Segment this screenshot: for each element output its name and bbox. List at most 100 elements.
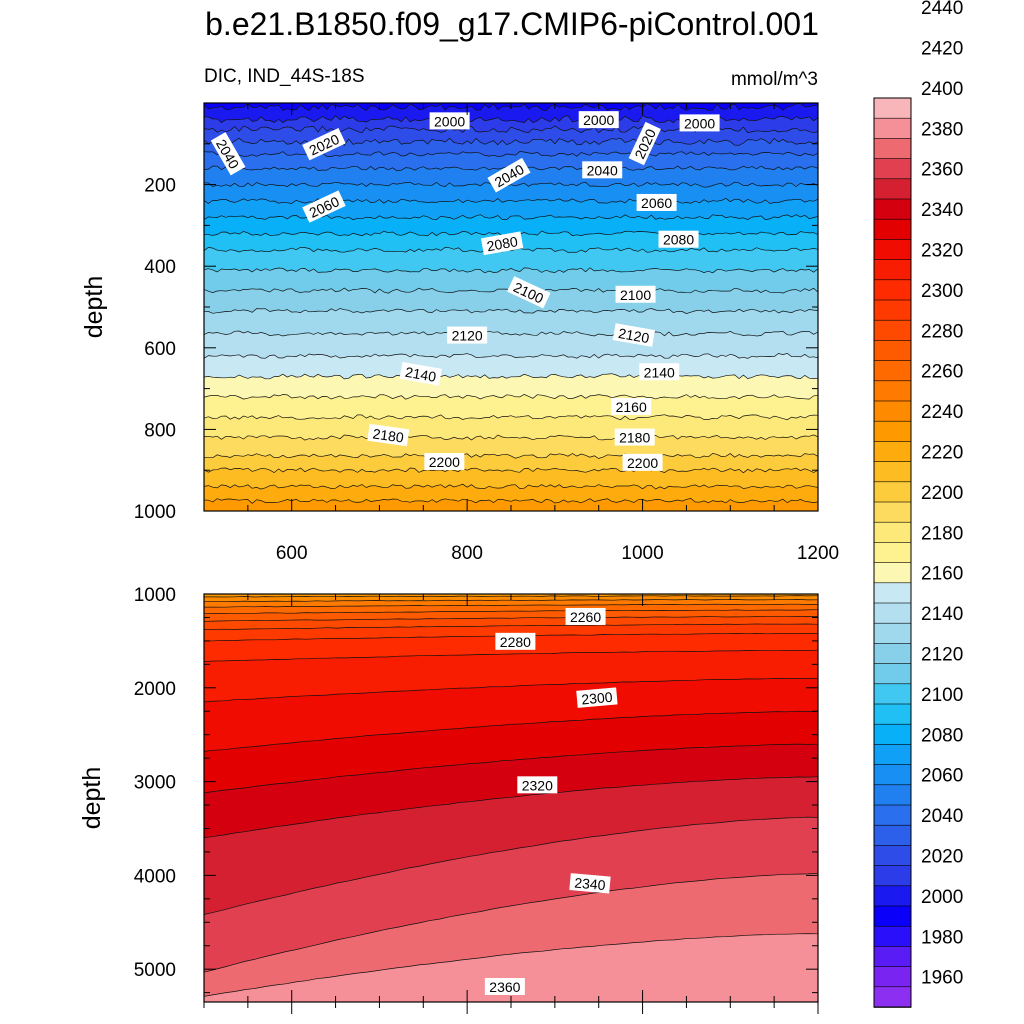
contour-line bbox=[204, 609, 818, 615]
contour-line bbox=[204, 151, 818, 157]
colorbar-swatch bbox=[873, 986, 912, 1008]
contour-label: 2360 bbox=[484, 977, 525, 995]
colorbar-tick-label: 2180 bbox=[921, 523, 963, 544]
colorbar-swatch bbox=[873, 542, 912, 564]
contour-line bbox=[204, 394, 818, 400]
contour-line bbox=[204, 353, 818, 359]
contour-label: 2060 bbox=[636, 193, 677, 211]
contour-label-text: 2180 bbox=[619, 430, 650, 446]
colorbar-swatch bbox=[873, 340, 912, 362]
contour-line bbox=[204, 181, 818, 188]
x-tick-label: 1200 bbox=[797, 543, 839, 564]
colorbar-swatch bbox=[873, 643, 912, 665]
contour-label: 2200 bbox=[424, 453, 465, 471]
colorbar-swatch bbox=[873, 198, 912, 221]
contour-label-text: 2000 bbox=[684, 115, 715, 131]
colorbar-swatch bbox=[873, 845, 912, 867]
contour-label: 2080 bbox=[480, 231, 524, 256]
colorbar-swatch bbox=[873, 663, 912, 685]
contour-label-text: 2120 bbox=[617, 325, 651, 346]
y-tick-label: 600 bbox=[144, 339, 176, 360]
colorbar-tick-label: 2160 bbox=[921, 564, 963, 585]
colorbar-swatch bbox=[873, 865, 912, 887]
colorbar-swatch bbox=[873, 683, 912, 705]
colorbar-swatch bbox=[873, 138, 912, 160]
contour-line bbox=[204, 467, 818, 474]
colorbar-swatch bbox=[873, 259, 912, 281]
colorbar-tick-label: 2400 bbox=[921, 79, 963, 100]
contour-label: 2000 bbox=[429, 112, 470, 130]
colorbar-swatch bbox=[873, 804, 912, 827]
colorbar-swatch bbox=[873, 764, 912, 786]
colorbar-swatch bbox=[873, 319, 912, 342]
contour-label-text: 2360 bbox=[489, 979, 520, 995]
colorbar-tick-label: 1980 bbox=[921, 927, 963, 948]
contour-line bbox=[204, 816, 818, 915]
colorbar-tick-label: 2340 bbox=[921, 200, 963, 221]
colorbar-tick-label: 2000 bbox=[921, 887, 963, 908]
contour-label-text: 2140 bbox=[644, 364, 675, 380]
contour-label-text: 2260 bbox=[570, 609, 601, 625]
colorbar-tick-label: 2420 bbox=[921, 39, 963, 60]
x-tick-label: 600 bbox=[276, 543, 308, 564]
contour-label: 2140 bbox=[639, 363, 680, 381]
contour-line bbox=[204, 483, 818, 490]
y-tick-label: 200 bbox=[144, 176, 176, 197]
contour-band bbox=[204, 933, 818, 1002]
contour-line bbox=[204, 414, 818, 421]
contour-label-text: 2340 bbox=[574, 874, 607, 893]
colorbar-swatch bbox=[873, 279, 912, 301]
colorbar-swatch bbox=[873, 360, 912, 382]
contour-line bbox=[204, 214, 818, 221]
contour-label: 2120 bbox=[612, 323, 656, 347]
contour-line bbox=[204, 498, 818, 504]
contour-line bbox=[204, 743, 818, 794]
contour-line bbox=[204, 677, 818, 703]
colorbar-swatch bbox=[873, 158, 912, 180]
contour-line bbox=[204, 330, 818, 337]
y-tick-label: 1000 bbox=[134, 585, 176, 606]
x-tick-label: 800 bbox=[451, 543, 483, 564]
contour-label-text: 2000 bbox=[583, 112, 614, 128]
contour-label: 2340 bbox=[569, 873, 611, 894]
colorbar-swatch bbox=[873, 239, 912, 261]
colorbar-tick-label: 2260 bbox=[921, 362, 963, 383]
y-tick-label: 2000 bbox=[134, 679, 176, 700]
contour-line bbox=[204, 453, 818, 459]
contour-line bbox=[204, 434, 818, 441]
contour-label: 2280 bbox=[495, 632, 536, 650]
colorbar-tick-label: 2140 bbox=[921, 604, 963, 625]
contour-line bbox=[204, 623, 818, 630]
contour-label: 2000 bbox=[578, 111, 619, 129]
contour-label: 2300 bbox=[576, 687, 618, 708]
contour-label: 2200 bbox=[622, 453, 663, 471]
colorbar-swatch bbox=[873, 400, 912, 423]
colorbar-swatch bbox=[873, 420, 912, 443]
contour-label-text: 2280 bbox=[500, 634, 531, 650]
colorbar-tick-label: 2040 bbox=[921, 806, 963, 827]
colorbar-tick-label: 2020 bbox=[921, 847, 963, 868]
y-tick-label: 4000 bbox=[134, 866, 176, 887]
colorbar-swatch bbox=[873, 299, 912, 322]
contour-line bbox=[204, 308, 818, 314]
contour-line bbox=[204, 137, 818, 147]
contour-line bbox=[204, 776, 818, 839]
colorbar-tick-label: 2080 bbox=[921, 725, 963, 746]
colorbar-tick-label: 2440 bbox=[921, 0, 963, 19]
contour-label: 2260 bbox=[565, 607, 606, 625]
contour-label-text: 2120 bbox=[452, 328, 483, 344]
colorbar-frame bbox=[873, 97, 912, 1008]
colorbar-swatch bbox=[873, 925, 912, 948]
colorbar-swatch bbox=[873, 622, 912, 645]
contour-line bbox=[204, 710, 818, 752]
colorbar-swatch bbox=[873, 380, 912, 402]
contour-line bbox=[204, 873, 818, 973]
chart-title: b.e21.B1850.f09_g17.CMIP6-piControl.001 bbox=[205, 6, 819, 42]
colorbar-swatch bbox=[873, 885, 912, 907]
contour-band bbox=[204, 498, 818, 511]
colorbar-swatch bbox=[873, 97, 912, 120]
colorbar-swatch bbox=[873, 441, 912, 463]
colorbar-swatch bbox=[873, 461, 912, 483]
